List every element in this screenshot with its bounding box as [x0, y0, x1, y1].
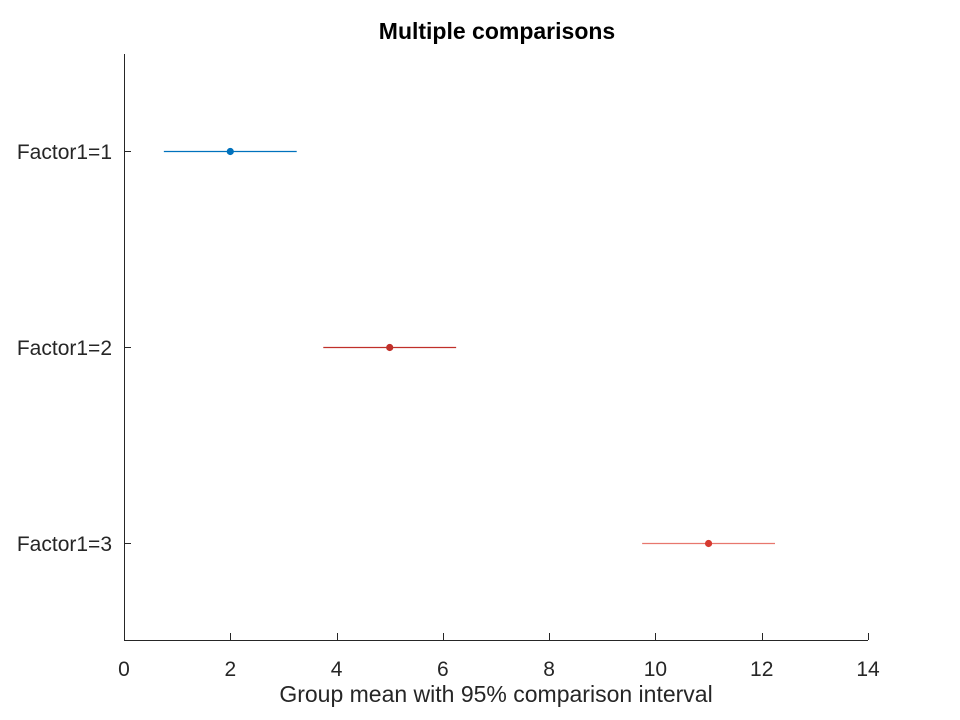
x-tick-label: 14: [856, 658, 880, 681]
x-tick-label: 8: [543, 658, 555, 681]
x-tick-label: 12: [750, 658, 773, 681]
group-mean-marker: [704, 539, 713, 548]
x-tick-label: 6: [437, 658, 449, 681]
x-tick-label: 2: [224, 658, 236, 681]
chart-title: Multiple comparisons: [379, 18, 615, 44]
comparison-intervals: [163, 147, 775, 548]
y-ticks: Factor1=1 Factor1=2 Factor1=3: [17, 141, 131, 556]
x-tick-label: 10: [644, 658, 667, 681]
y-tick-label: Factor1=1: [17, 141, 112, 164]
axes: [124, 54, 868, 641]
y-tick-label: Factor1=3: [17, 533, 112, 556]
x-axis-label: Group mean with 95% comparison interval: [279, 681, 712, 707]
x-ticks: 0 2 4 6 8 10 12 14: [118, 633, 880, 681]
group-mean-marker: [226, 147, 234, 156]
group-mean-marker: [386, 343, 394, 352]
y-tick-label: Factor1=2: [17, 337, 112, 360]
x-tick-label: 0: [118, 658, 130, 681]
x-tick-label: 4: [331, 658, 343, 681]
